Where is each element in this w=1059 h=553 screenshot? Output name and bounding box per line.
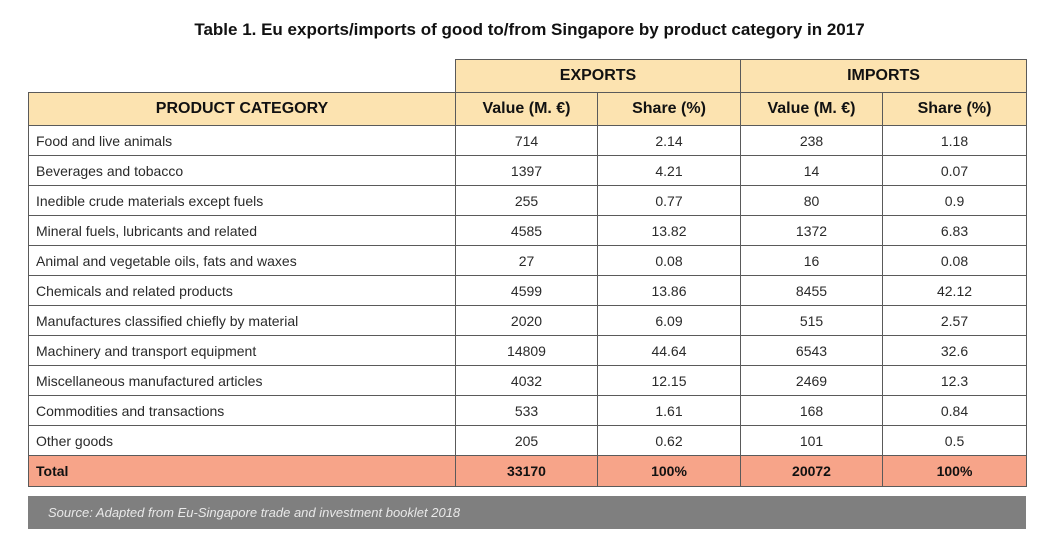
export-share-cell: 6.09 [597,305,741,336]
import-value-header: Value (M. €) [740,92,883,126]
import-value-cell: 1372 [740,215,883,246]
import-share-cell: 42.12 [881,275,1028,306]
category-cell: Commodities and transactions [28,395,456,426]
total-export-share-cell: 100% [597,455,741,487]
category-cell: Food and live animals [28,125,456,156]
total-row: Total 33170 100% 20072 100% [28,455,1028,487]
import-share-cell: 0.08 [881,245,1028,276]
import-value-cell: 14 [740,155,883,186]
column-header-row: PRODUCT CATEGORY Value (M. €) Share (%) … [28,92,1028,126]
table-row: Chemicals and related products 4599 13.8… [28,275,1028,306]
export-share-cell: 2.14 [597,125,741,156]
import-value-cell: 6543 [740,335,883,366]
table-title: Table 1. Eu exports/imports of good to/f… [194,20,865,39]
category-cell: Other goods [28,425,456,456]
category-cell: Chemicals and related products [28,275,456,306]
export-share-cell: 44.64 [597,335,741,366]
export-value-cell: 27 [455,245,598,276]
import-share-cell: 1.18 [881,125,1028,156]
export-value-cell: 2020 [455,305,598,336]
export-value-cell: 533 [455,395,598,426]
exports-group-header: EXPORTS [455,59,741,93]
import-share-cell: 0.9 [881,185,1028,216]
export-share-cell: 12.15 [597,365,741,396]
table-row: Manufactures classified chiefly by mater… [28,305,1028,336]
import-value-cell: 101 [740,425,883,456]
export-share-cell: 13.82 [597,215,741,246]
table-row: Beverages and tobacco 1397 4.21 14 0.07 [28,155,1028,186]
export-value-cell: 4032 [455,365,598,396]
total-import-share-cell: 100% [881,455,1028,487]
trade-table: EXPORTS IMPORTS PRODUCT CATEGORY Value (… [28,59,1028,487]
import-share-cell: 0.84 [881,395,1028,426]
export-share-cell: 13.86 [597,275,741,306]
export-share-cell: 4.21 [597,155,741,186]
import-share-cell: 0.07 [881,155,1028,186]
category-cell: Miscellaneous manufactured articles [28,365,456,396]
import-share-cell: 2.57 [881,305,1028,336]
table-row: Animal and vegetable oils, fats and waxe… [28,245,1028,276]
blank-header-cell [28,59,456,93]
table-row: Commodities and transactions 533 1.61 16… [28,395,1028,426]
import-share-cell: 6.83 [881,215,1028,246]
import-value-cell: 238 [740,125,883,156]
table-row: Miscellaneous manufactured articles 4032… [28,365,1028,396]
export-value-cell: 14809 [455,335,598,366]
category-cell: Mineral fuels, lubricants and related [28,215,456,246]
export-value-cell: 714 [455,125,598,156]
table-row: Mineral fuels, lubricants and related 45… [28,215,1028,246]
product-category-header: PRODUCT CATEGORY [28,92,456,126]
import-share-header: Share (%) [881,92,1028,126]
import-value-cell: 16 [740,245,883,276]
export-value-cell: 205 [455,425,598,456]
export-share-cell: 1.61 [597,395,741,426]
category-cell: Machinery and transport equipment [28,335,456,366]
import-value-cell: 2469 [740,365,883,396]
export-value-cell: 4599 [455,275,598,306]
export-value-cell: 1397 [455,155,598,186]
group-header-row: EXPORTS IMPORTS [28,59,1028,93]
imports-group-header: IMPORTS [739,59,1028,93]
total-import-value-cell: 20072 [740,455,883,487]
category-cell: Animal and vegetable oils, fats and waxe… [28,245,456,276]
export-share-cell: 0.77 [597,185,741,216]
table-row: Food and live animals 714 2.14 238 1.18 [28,125,1028,156]
source-note: Source: Adapted from Eu-Singapore trade … [28,496,1026,529]
category-cell: Inedible crude materials except fuels [28,185,456,216]
import-share-cell: 12.3 [881,365,1028,396]
import-share-cell: 32.6 [881,335,1028,366]
export-share-header: Share (%) [597,92,741,126]
table-row: Other goods 205 0.62 101 0.5 [28,425,1028,456]
export-share-cell: 0.08 [597,245,741,276]
export-value-cell: 4585 [455,215,598,246]
category-cell: Manufactures classified chiefly by mater… [28,305,456,336]
category-cell: Beverages and tobacco [28,155,456,186]
import-value-cell: 8455 [740,275,883,306]
table-row: Inedible crude materials except fuels 25… [28,185,1028,216]
table-row: Machinery and transport equipment 14809 … [28,335,1028,366]
total-export-value-cell: 33170 [455,455,598,487]
import-value-cell: 515 [740,305,883,336]
export-value-header: Value (M. €) [455,92,598,126]
total-label-cell: Total [28,455,456,487]
import-value-cell: 168 [740,395,883,426]
import-value-cell: 80 [740,185,883,216]
export-share-cell: 0.62 [597,425,741,456]
export-value-cell: 255 [455,185,598,216]
import-share-cell: 0.5 [881,425,1028,456]
